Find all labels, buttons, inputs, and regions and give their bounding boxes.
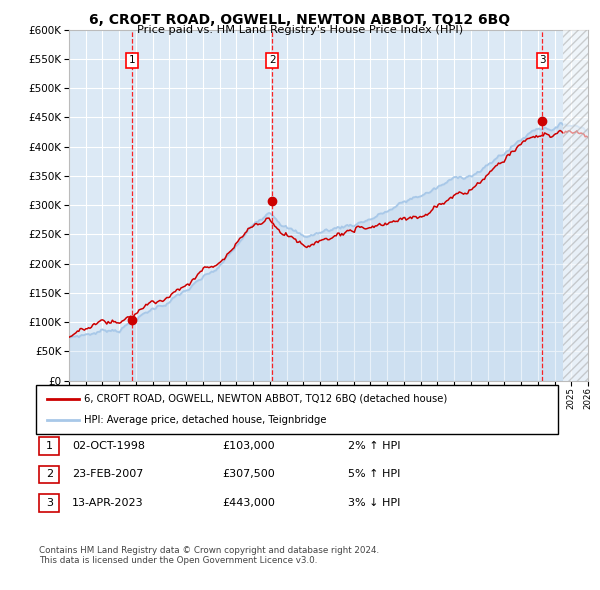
Text: 2: 2 bbox=[269, 55, 276, 65]
Text: 02-OCT-1998: 02-OCT-1998 bbox=[72, 441, 145, 451]
Text: 3% ↓ HPI: 3% ↓ HPI bbox=[348, 498, 400, 507]
Text: 6, CROFT ROAD, OGWELL, NEWTON ABBOT, TQ12 6BQ (detached house): 6, CROFT ROAD, OGWELL, NEWTON ABBOT, TQ1… bbox=[84, 394, 447, 404]
Text: 3: 3 bbox=[46, 498, 53, 507]
Text: 23-FEB-2007: 23-FEB-2007 bbox=[72, 470, 143, 479]
Text: £307,500: £307,500 bbox=[222, 470, 275, 479]
Text: 1: 1 bbox=[128, 55, 135, 65]
Text: HPI: Average price, detached house, Teignbridge: HPI: Average price, detached house, Teig… bbox=[84, 415, 326, 425]
Text: 6, CROFT ROAD, OGWELL, NEWTON ABBOT, TQ12 6BQ: 6, CROFT ROAD, OGWELL, NEWTON ABBOT, TQ1… bbox=[89, 13, 511, 27]
Text: Price paid vs. HM Land Registry's House Price Index (HPI): Price paid vs. HM Land Registry's House … bbox=[137, 25, 463, 35]
Text: £443,000: £443,000 bbox=[222, 498, 275, 507]
Bar bbox=[563, 30, 588, 381]
Text: 2: 2 bbox=[46, 470, 53, 479]
Text: 1: 1 bbox=[46, 441, 53, 451]
Text: 13-APR-2023: 13-APR-2023 bbox=[72, 498, 143, 507]
Text: £103,000: £103,000 bbox=[222, 441, 275, 451]
Text: Contains HM Land Registry data © Crown copyright and database right 2024.
This d: Contains HM Land Registry data © Crown c… bbox=[39, 546, 379, 565]
Text: 5% ↑ HPI: 5% ↑ HPI bbox=[348, 470, 400, 479]
Text: 3: 3 bbox=[539, 55, 546, 65]
Text: 2% ↑ HPI: 2% ↑ HPI bbox=[348, 441, 401, 451]
